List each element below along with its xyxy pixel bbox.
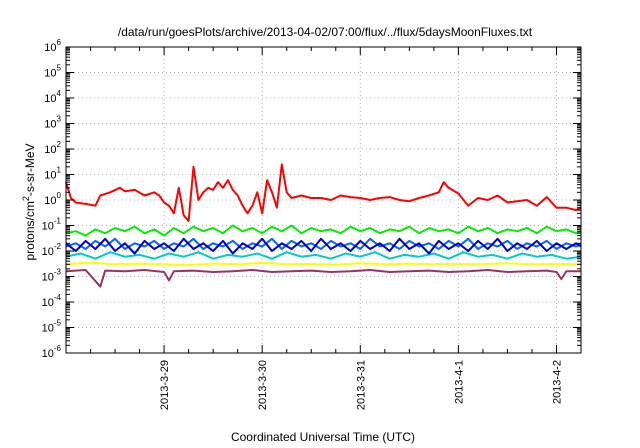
x-ticks: 2013-3-29 2013-3-30 2013-3-31 2013-4-1 2013-… <box>90 47 563 410</box>
y-tick-label: 10-6 <box>42 344 62 360</box>
series-line-7 <box>65 269 581 288</box>
chart-title: /data/run/goesPlots/archive/2013-04-02/0… <box>118 25 533 39</box>
series-line-5 <box>65 237 582 255</box>
y-tick-label: 10-4 <box>42 293 62 309</box>
y-tick-exponent: 2 <box>57 140 62 149</box>
y-axis-label-post: -s-sr-MeV <box>23 143 37 196</box>
y-tick-label: 104 <box>44 89 61 105</box>
y-tick-base: 10 <box>44 144 56 156</box>
y-tick-exponent: -1 <box>54 217 62 226</box>
y-tick-label: 10-3 <box>42 268 62 284</box>
y-axis-label: protons/cm2-s-sr-MeV <box>21 143 37 260</box>
y-tick-exponent: 6 <box>57 38 62 47</box>
y-tick-base: 10 <box>42 272 54 284</box>
y-tick-label: 100 <box>44 191 61 207</box>
y-tick-exponent: -6 <box>54 344 62 353</box>
x-tick-label: 2013-3-30 <box>257 360 269 410</box>
y-tick-base: 10 <box>42 297 54 309</box>
series-line-3 <box>65 251 582 260</box>
y-tick-exponent: -3 <box>54 268 62 277</box>
y-tick-exponent: -2 <box>54 242 62 251</box>
x-tick-label: 2013-3-31 <box>355 360 367 410</box>
y-tick-base: 10 <box>42 246 54 258</box>
y-tick-exponent: 0 <box>57 191 62 200</box>
y-tick-label: 106 <box>44 38 61 54</box>
y-tick-base: 10 <box>44 68 56 80</box>
y-tick-base: 10 <box>44 93 56 105</box>
y-axis-label-sup: 2 <box>21 196 31 201</box>
y-tick-label: 10-1 <box>42 217 62 233</box>
y-tick-label: 105 <box>44 64 61 80</box>
y-tick-base: 10 <box>44 119 56 131</box>
y-tick-label: 103 <box>44 115 61 131</box>
y-tick-exponent: 3 <box>57 115 62 124</box>
y-tick-base: 10 <box>44 170 56 182</box>
y-tick-exponent: -5 <box>54 319 62 328</box>
y-tick-base: 10 <box>42 348 54 360</box>
y-tick-exponent: 1 <box>57 166 62 175</box>
y-tick-base: 10 <box>42 221 54 233</box>
y-tick-label: 102 <box>44 140 61 156</box>
y-axis-label-pre: protons/cm <box>23 201 37 260</box>
x-tick-label: 2013-4-2 <box>551 360 563 404</box>
y-tick-base: 10 <box>44 42 56 54</box>
y-tick-label: 10-2 <box>42 242 62 258</box>
y-tick-label: 101 <box>44 166 61 182</box>
series-line-2 <box>65 224 582 237</box>
x-tick-label: 2013-3-29 <box>159 360 171 410</box>
y-ticks: 10-610-510-410-310-210-11001011021031041… <box>42 38 581 360</box>
y-tick-label: 10-5 <box>42 319 62 335</box>
series-line-6 <box>65 261 582 267</box>
y-tick-exponent: 5 <box>57 64 62 73</box>
y-tick-base: 10 <box>44 195 56 207</box>
y-tick-exponent: 4 <box>57 89 62 98</box>
x-axis-label: Coordinated Universal Time (UTC) <box>231 430 415 444</box>
grid <box>66 47 581 353</box>
y-tick-base: 10 <box>42 323 54 335</box>
y-tick-exponent: -4 <box>54 293 62 302</box>
series-group <box>65 163 582 288</box>
series-line-1 <box>65 163 582 222</box>
x-tick-label: 2013-4-1 <box>453 360 465 404</box>
